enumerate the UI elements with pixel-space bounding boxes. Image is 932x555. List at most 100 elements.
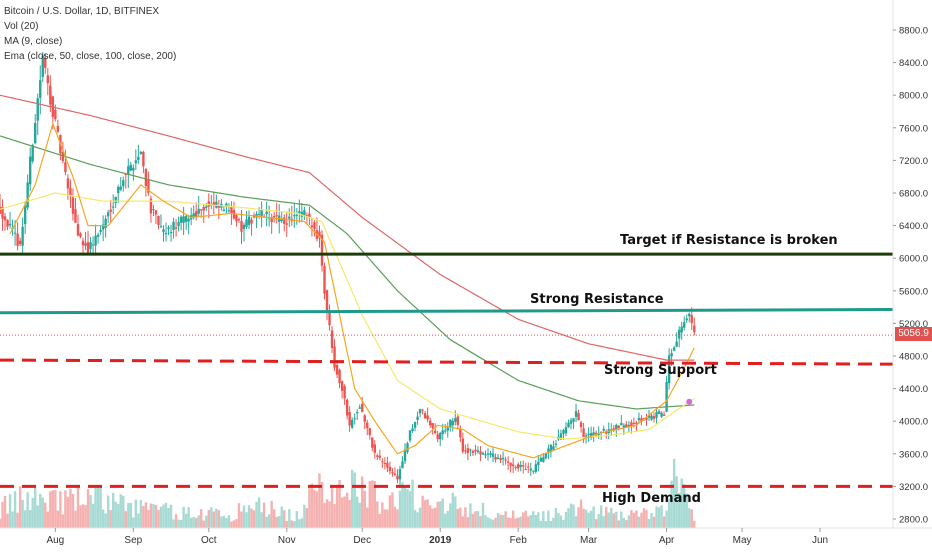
- volume-bar: [117, 504, 120, 528]
- volume-bar: [142, 505, 145, 528]
- volume-bar: [509, 517, 512, 528]
- candle-body: [343, 386, 346, 399]
- candle-body: [96, 234, 100, 237]
- candle-body: [54, 109, 57, 120]
- volume-bar: [670, 480, 673, 528]
- volume-bar: [262, 502, 266, 528]
- volume-bar: [1, 501, 4, 528]
- volume-bar: [293, 521, 296, 528]
- time-tick-label: Sep: [124, 535, 142, 546]
- candle-body: [353, 418, 356, 420]
- candle-body: [86, 242, 90, 254]
- volume-bar: [439, 501, 442, 528]
- volume-bar: [688, 508, 691, 528]
- volume-bar: [544, 521, 548, 528]
- candle-body: [439, 432, 442, 440]
- volume-bar: [157, 510, 160, 528]
- candle-body: [677, 329, 681, 339]
- volume-bar: [179, 519, 183, 528]
- volume-bar: [242, 505, 246, 528]
- candle-body: [147, 179, 150, 193]
- volume-bar: [300, 518, 304, 528]
- chart-legend: Bitcoin / U.S. Dollar, 1D, BITFINEX Vol …: [4, 4, 176, 64]
- last-price-tag: 5056.9: [895, 327, 932, 341]
- candle-body: [247, 216, 251, 225]
- candle-body: [285, 223, 288, 225]
- time-tick-label: Jun: [812, 535, 828, 546]
- volume-bar: [71, 493, 75, 528]
- volume-bar: [607, 512, 610, 528]
- volume-bar: [511, 510, 515, 528]
- volume-bar: [471, 513, 475, 528]
- candle-body: [225, 203, 228, 207]
- volume-bar: [13, 491, 17, 528]
- price-tick-label: 6400.0: [899, 221, 928, 232]
- candle-body: [396, 475, 399, 480]
- volume-bar: [122, 495, 125, 528]
- volume-bar: [391, 492, 394, 528]
- candle-body: [288, 216, 291, 219]
- candle-body: [361, 403, 364, 412]
- volume-bar: [235, 519, 238, 528]
- candle-body: [469, 449, 472, 451]
- candle-body: [368, 428, 371, 436]
- volume-bar: [564, 511, 568, 528]
- candle-body: [23, 205, 27, 225]
- volume-bar: [94, 486, 97, 528]
- candle-body: [479, 451, 482, 455]
- volume-bar: [39, 493, 42, 528]
- candle-body: [345, 399, 349, 416]
- candle-body: [21, 226, 24, 246]
- volume-bar: [650, 513, 653, 528]
- candle-body: [89, 242, 92, 249]
- candle-body: [552, 446, 555, 450]
- time-tick-label: Nov: [278, 535, 296, 546]
- volume-bar: [11, 511, 14, 528]
- volume-bar: [295, 511, 299, 528]
- volume-bar: [481, 502, 485, 528]
- volume-bar: [167, 508, 170, 528]
- volume-bar: [547, 510, 550, 528]
- candle-body: [117, 186, 120, 194]
- volume-bar: [257, 497, 261, 528]
- volume-bar: [660, 505, 663, 528]
- candle-body: [13, 232, 17, 234]
- volume-bar: [444, 513, 447, 528]
- price-tick-label: 6800.0: [899, 189, 928, 200]
- candle-body: [358, 407, 361, 409]
- volume-bar: [542, 511, 545, 528]
- volume-bar: [232, 520, 236, 528]
- price-tick-label: 4800.0: [899, 352, 928, 363]
- candle-body: [26, 182, 29, 208]
- candle-body: [431, 423, 434, 429]
- volume-bar: [406, 488, 409, 528]
- candle-body: [64, 162, 67, 173]
- candle-body: [81, 240, 85, 246]
- volume-bar: [617, 520, 621, 528]
- volume-bar: [479, 516, 482, 528]
- volume-bar: [386, 509, 389, 528]
- candle-body: [139, 151, 143, 154]
- candle-body: [524, 469, 527, 471]
- candle-body: [615, 424, 618, 430]
- time-tick-label: Mar: [580, 535, 598, 546]
- volume-bar: [26, 492, 29, 528]
- volume-bar: [313, 489, 316, 528]
- candle-body: [403, 449, 407, 462]
- volume-bar: [371, 480, 374, 528]
- candle-body: [391, 472, 394, 474]
- candle-body: [499, 458, 502, 461]
- volume-bar: [484, 515, 487, 528]
- candle-body: [227, 210, 231, 212]
- volume-bar: [522, 512, 525, 528]
- candle-body: [549, 444, 553, 452]
- volume-bar: [101, 509, 105, 528]
- time-tick-label: Aug: [46, 535, 64, 546]
- volume-bar: [640, 512, 643, 528]
- candle-body: [582, 428, 585, 438]
- volume-bar: [667, 498, 671, 528]
- candle-body: [1, 207, 4, 219]
- candle-body: [509, 462, 512, 466]
